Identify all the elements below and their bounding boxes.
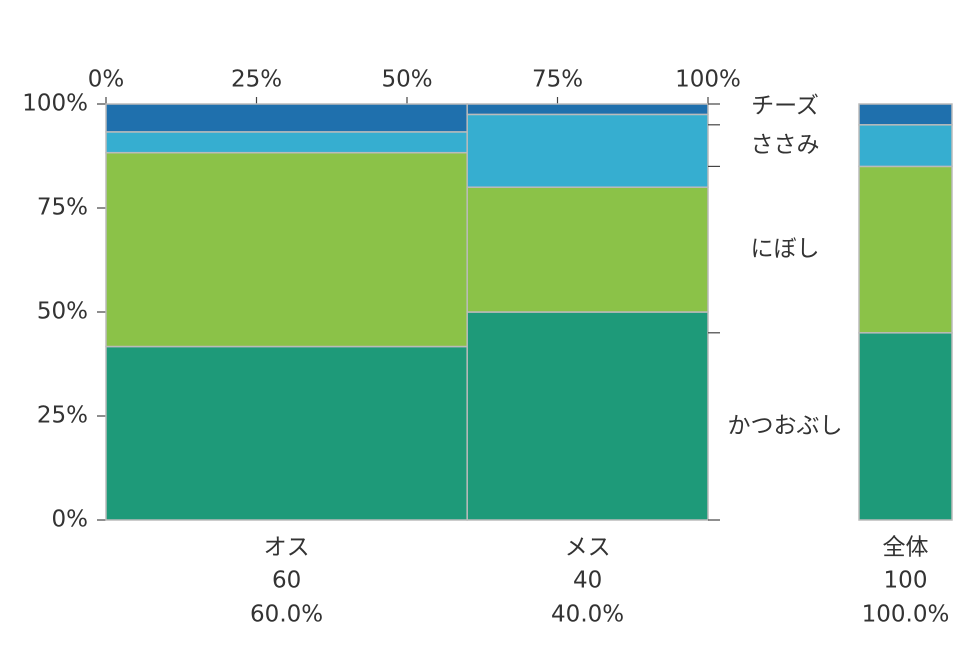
mosaic-segment [105,151,468,348]
x-tick-label: 0% [88,67,125,93]
mosaic-segment [858,103,953,126]
mosaic-segment [105,103,468,133]
y-tick-label: 0% [52,507,89,533]
x-tick-label: 100% [675,67,741,93]
category-label: オス [264,535,310,561]
category-count: 40 [573,568,602,594]
mosaic-segment [858,332,953,521]
category-share: 40.0% [551,602,624,628]
category-share: 100.0% [862,602,950,628]
mosaic-segment [466,103,709,116]
series-label: ささみ [751,132,820,158]
category-count: 100 [884,568,928,594]
x-tick-label: 25% [231,67,282,93]
y-tick-label: 25% [37,403,88,429]
mosaic-segment [466,113,709,188]
y-tick-label: 50% [37,299,88,325]
y-tick-label: 100% [22,91,88,117]
series-label: にぼし [751,236,820,262]
x-tick-label: 50% [381,67,432,93]
category-label: 全体 [883,535,929,561]
category-count: 60 [272,568,301,594]
y-tick-label: 75% [37,195,88,221]
series-label: かつおぶし [728,413,843,439]
mosaic-segment [105,131,468,154]
mosaic-segment [858,165,953,334]
mosaic-segment [105,345,468,521]
category-share: 60.0% [250,602,323,628]
mosaic-segment [858,124,953,168]
category-label: メス [565,535,611,561]
mosaic-segment [466,311,709,521]
x-tick-label: 75% [532,67,583,93]
series-label: チーズ [751,93,819,119]
mosaic-segment [466,186,709,313]
